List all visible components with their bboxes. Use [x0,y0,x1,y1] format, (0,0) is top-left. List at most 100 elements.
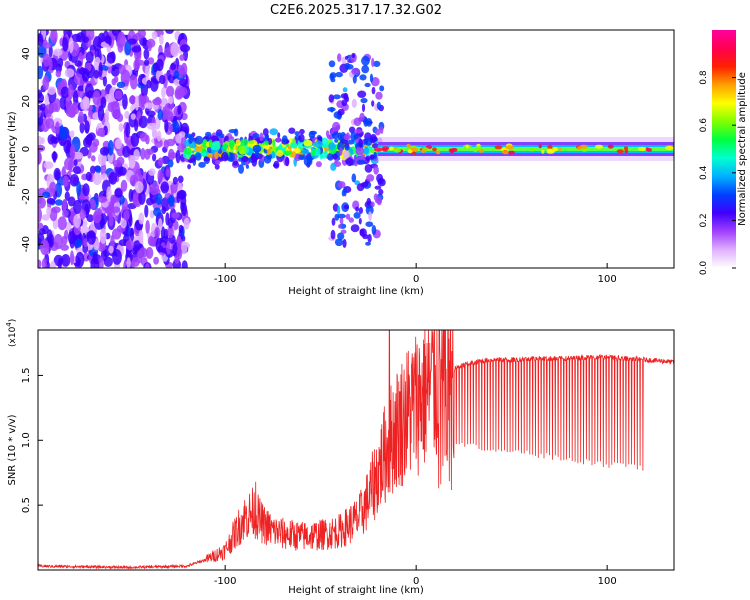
spectrogram-cell [315,161,322,168]
spectrogram-cell [288,127,296,134]
spectrogram-cell [143,59,150,66]
spectrogram-cell [93,69,100,79]
spectrogram-cell [47,233,55,248]
spectrogram-cell [178,224,184,234]
spectrogram-cell [379,126,384,134]
spectrogram-cell [373,60,381,67]
spectrogram-cell [127,203,137,210]
spectrogram-cell [58,126,69,140]
spectrogram-cell [132,256,140,267]
spectrogram-cell [104,108,110,124]
spectrogram-cell [68,84,74,100]
spectrogram-cell [159,34,164,45]
spectrogram-cell [92,172,102,186]
spectrogram-cell [166,241,171,255]
spectrogram-cell [118,123,124,132]
spectrogram-cell [85,171,92,182]
spectrogram-cell [104,35,112,44]
spectrogram-cell [202,138,208,148]
spectrogram-cell [84,120,90,134]
spectrogram-cell [266,153,273,160]
spectrogram-cell [178,131,186,138]
spectrogram-cell [42,42,52,49]
spectrogram-cell [112,159,122,168]
spectrogram-cell [379,85,385,92]
spectrogram-cell [170,182,178,194]
spectrogram-cell [367,233,372,243]
spectrogram-cell [616,149,624,154]
spectrogram-cell [355,206,360,212]
spectrogram-cell [307,154,312,160]
spectrogram-cell [262,128,269,137]
spectrogram-cell [478,148,485,153]
spectrogram-cell [579,144,588,149]
spectrogram-cell [120,179,128,192]
spectrogram-cell [465,144,469,149]
spectrogram-cell [370,77,380,87]
spectrogram-cell [389,146,394,151]
spectrogram-cell [327,152,334,161]
spectrogram-cell [183,147,192,155]
spectrogram-cell [410,147,418,152]
spectrogram-cell [365,221,374,227]
spectrogram-cell [473,148,478,153]
colorbar-tick-label: 0.2 [699,213,709,227]
spectrogram-cell [114,75,119,83]
spectrogram-cell [216,132,220,137]
spectrogram-cell [435,150,441,155]
spectrogram-cell [108,245,114,254]
spectrogram-cell [83,238,88,248]
spectrogram-cell [552,147,558,152]
spectrogram-cell [647,148,652,152]
spectrogram-cell [358,217,362,225]
spectrogram-cell [295,154,300,159]
spectrogram-y-tick-label: 40 [21,47,32,60]
spectrogram-cell [359,74,367,81]
spectrogram-cell [393,148,402,153]
spectrogram-cell [370,133,377,144]
spectrogram-cell [170,42,180,58]
spectrogram-cell [72,101,78,111]
spectrogram-cell [168,194,175,207]
spectrogram-cell [38,222,44,230]
spectrogram-cell [547,144,553,149]
spectrogram-cell [144,204,149,218]
spectrogram-cell [214,163,220,170]
spectrogram-cell [240,138,249,147]
spectrogram-cell [366,197,372,207]
spectrogram-cell [44,94,49,107]
spectrogram-cell [198,161,206,168]
spectrogram-cell [60,86,70,99]
spectrogram-cell [328,94,334,103]
snr-x-tick-label: 0 [413,576,419,587]
spectrogram-cell [163,47,173,58]
spectrogram-cell [62,199,67,212]
spectrogram-cell [358,138,363,148]
spectrogram-cell [538,144,542,149]
spectrogram-cell [342,238,347,248]
spectrogram-cell [168,152,178,159]
spectrogram-x-axis-label: Height of straight line (km) [288,286,424,297]
spectrogram-carrier-core [377,147,674,151]
spectrogram-cell [338,224,342,229]
spectrogram-cell [148,168,156,176]
spectrogram-cell [73,199,82,215]
spectrogram-cell [92,90,101,106]
spectrogram-cell [78,111,85,124]
spectrogram-cell [229,152,233,161]
spectrogram-cell [94,259,100,268]
spectrogram-cell [97,127,106,137]
spectrogram-cell [332,121,341,132]
spectrogram-cell [165,30,174,34]
spectrogram-cell [353,212,361,219]
spectrogram-cell [97,105,105,122]
spectrogram-cell [53,167,61,181]
spectrogram-cell [344,144,350,151]
spectrogram-y-axis-label: Frequency (Hz) [7,111,18,187]
spectrogram-cell [259,132,264,142]
spectrogram-cell [136,110,141,120]
spectrogram-cell [321,143,329,148]
spectrogram-cell [114,188,123,198]
spectrogram-cell [334,138,339,143]
spectrogram-cell [125,239,135,251]
